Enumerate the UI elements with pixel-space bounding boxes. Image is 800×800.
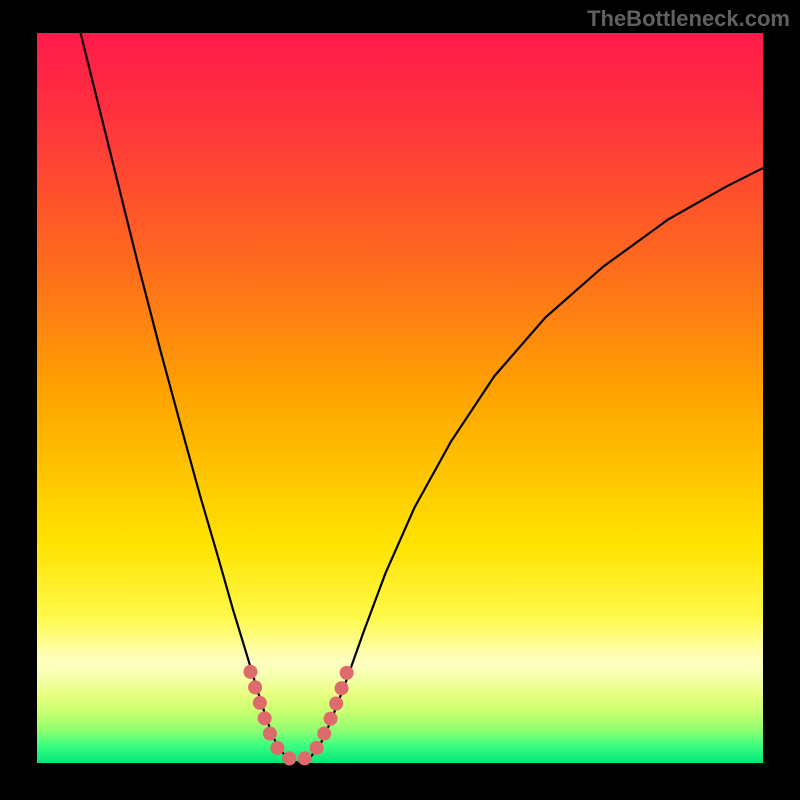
plot-background-gradient [37, 33, 763, 763]
bottleneck-curve-chart [0, 0, 800, 800]
chart-container: TheBottleneck.com [0, 0, 800, 800]
watermark-text: TheBottleneck.com [587, 6, 790, 32]
